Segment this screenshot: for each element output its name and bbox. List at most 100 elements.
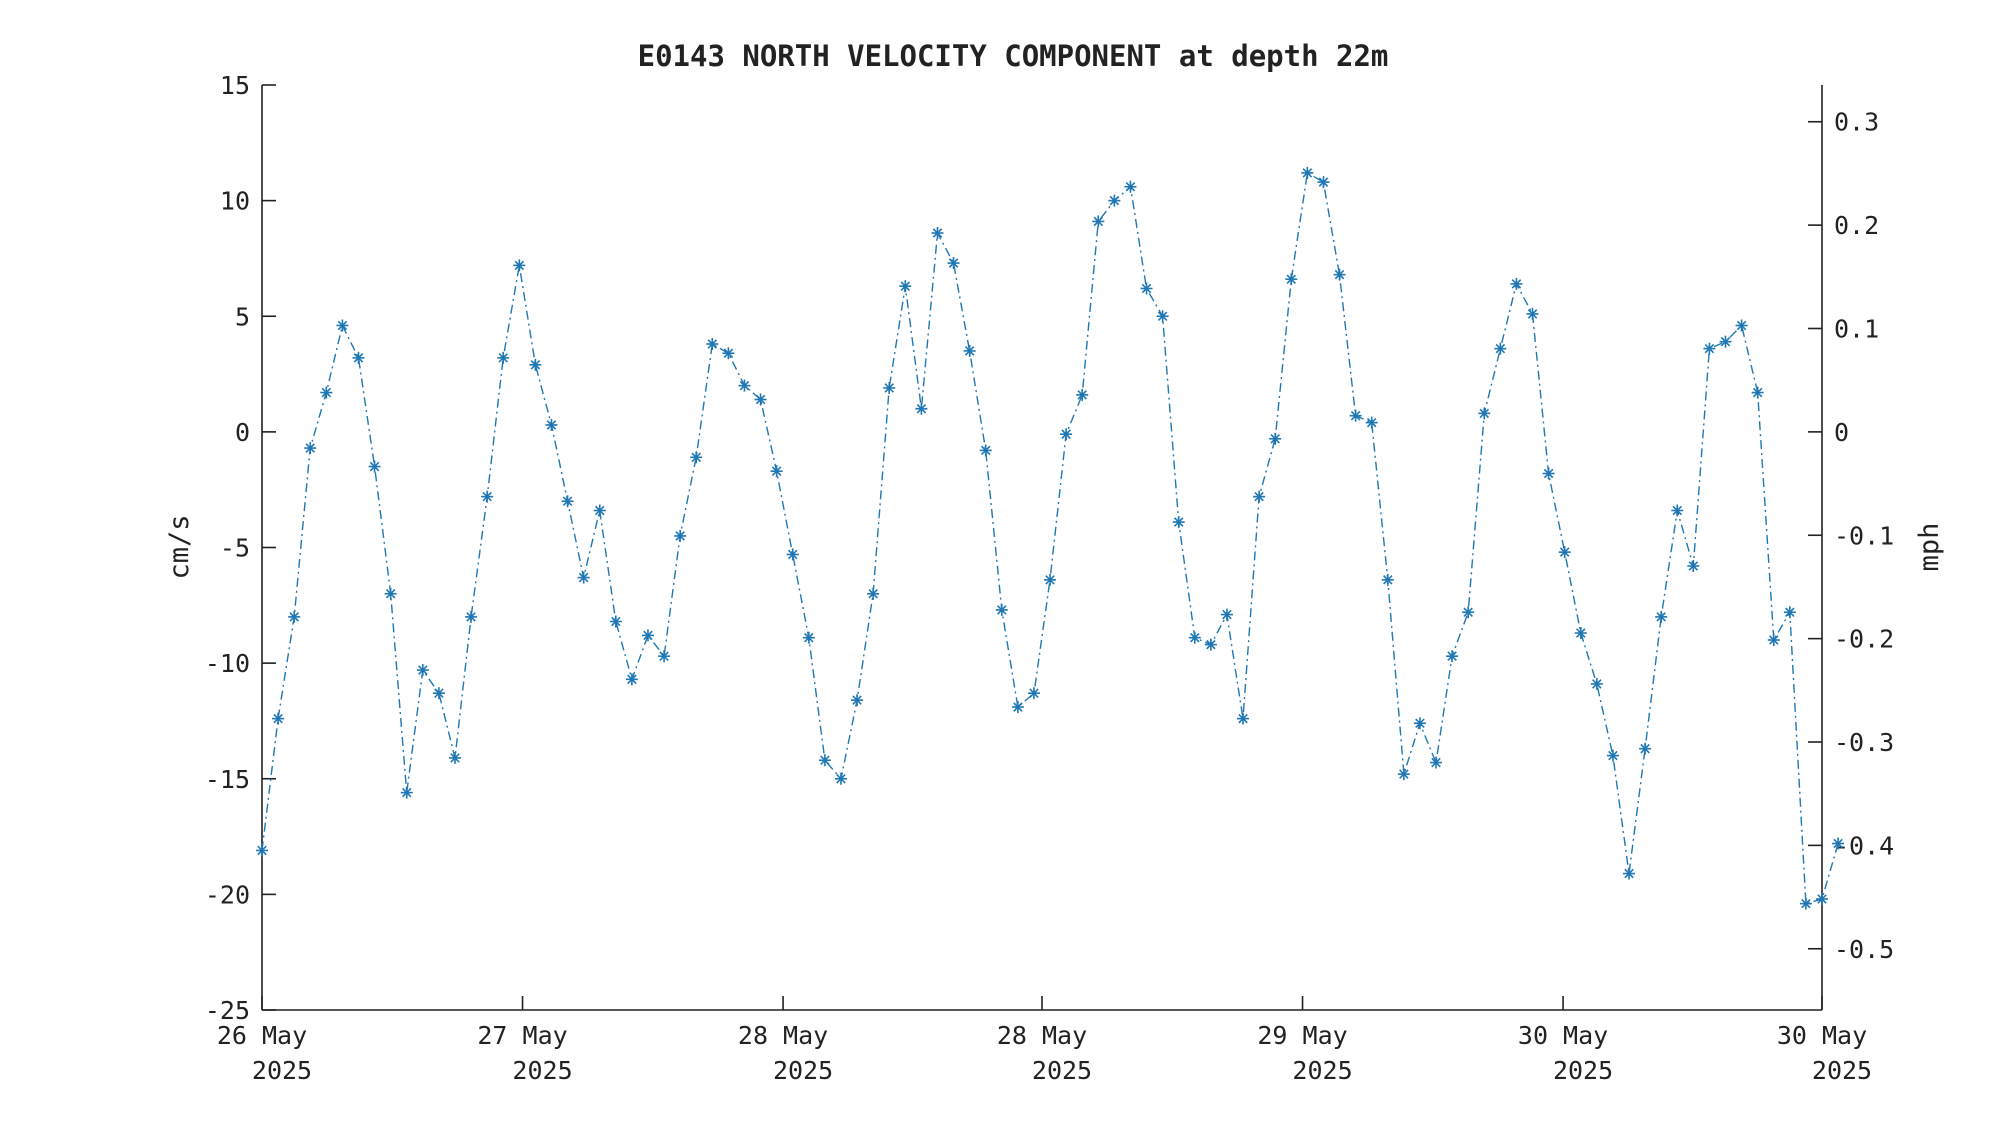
data-point-marker <box>1365 416 1378 429</box>
chart-title: E0143 NORTH VELOCITY COMPONENT at depth … <box>638 39 1389 73</box>
data-point-marker <box>513 259 526 272</box>
data-point-marker <box>1446 650 1459 663</box>
data-point-marker <box>1735 319 1748 332</box>
data-point-marker <box>995 603 1008 616</box>
data-point-marker <box>1558 546 1571 559</box>
x-tick-label-year: 2025 <box>252 1056 312 1085</box>
data-point-marker <box>1397 768 1410 781</box>
data-point-marker <box>1671 504 1684 517</box>
data-point-marker <box>336 319 349 332</box>
data-point-marker <box>867 587 880 600</box>
data-point-marker <box>786 548 799 561</box>
y-right-tick-label: -0.4 <box>1834 831 1894 860</box>
data-point-marker <box>834 772 847 785</box>
data-point-marker <box>545 418 558 431</box>
x-tick-label-year: 2025 <box>1032 1056 1092 1085</box>
data-point-marker <box>883 381 896 394</box>
x-tick-label-day: 29 May <box>1257 1021 1347 1050</box>
data-point-marker <box>1816 893 1828 905</box>
data-point-marker <box>609 615 622 628</box>
data-point-marker <box>754 393 767 406</box>
data-point-marker <box>1204 638 1217 651</box>
x-tick-label-day: 28 May <box>738 1021 828 1050</box>
data-point-marker <box>1751 386 1764 399</box>
y-axis-right-ticks: 0.3 0.2 0.1 0 -0.1 -0.2 -0.3 -0.4 -0.5 <box>1808 108 1894 964</box>
data-point-marker <box>1060 428 1073 441</box>
x-tick-label-day: 30 May <box>1777 1021 1867 1050</box>
data-point-marker <box>1639 742 1652 755</box>
data-point-marker <box>320 386 333 399</box>
data-point-marker <box>1349 409 1362 422</box>
data-point-marker <box>448 751 461 764</box>
data-point-marker <box>722 347 735 360</box>
data-point-marker <box>1478 407 1491 420</box>
y-right-tick-label: -0.5 <box>1834 935 1894 964</box>
data-point-marker <box>1687 560 1700 572</box>
data-point-marker <box>1027 687 1040 700</box>
y-right-tick-label: 0 <box>1834 418 1849 447</box>
y-right-tick-label: -0.3 <box>1834 728 1894 757</box>
data-point-marker <box>1430 756 1443 769</box>
data-point-marker <box>384 587 397 600</box>
y-right-tick-label: -0.2 <box>1834 625 1894 654</box>
x-tick-label-year: 2025 <box>1292 1056 1352 1085</box>
data-point-marker <box>706 338 719 350</box>
data-point-marker <box>915 402 928 415</box>
data-point-marker <box>1220 608 1233 621</box>
data-point-marker <box>1172 516 1185 529</box>
x-axis-ticks: 26 May 2025 27 May 2025 28 May 2025 28 May 2025… <box>217 996 1872 1085</box>
data-point-marker <box>481 490 494 503</box>
series-line <box>261 171 1839 905</box>
data-point-marker <box>947 257 960 270</box>
data-point-marker <box>1413 717 1426 730</box>
y-tick-label: -10 <box>205 649 250 678</box>
y-tick-label: -15 <box>205 765 250 794</box>
x-tick-label-day: 28 May <box>997 1021 1087 1050</box>
y-tick-label: 5 <box>235 302 250 331</box>
y-tick-label: -20 <box>205 880 250 909</box>
data-point-marker <box>272 712 285 725</box>
data-point-marker <box>899 280 912 293</box>
data-point-marker <box>658 650 671 663</box>
data-point-marker <box>738 379 751 392</box>
data-point-marker <box>1783 606 1796 619</box>
data-point-marker <box>1574 627 1587 640</box>
data-point-marker <box>1590 677 1603 690</box>
data-point-marker <box>1253 490 1266 503</box>
y-tick-label: -25 <box>205 996 250 1025</box>
data-point-marker <box>304 442 317 455</box>
data-point-marker <box>529 358 542 371</box>
data-point-marker <box>1156 310 1169 323</box>
data-point-marker <box>1542 467 1555 480</box>
data-point-marker <box>577 571 590 584</box>
data-point-marker <box>400 786 413 799</box>
y-tick-label: -5 <box>220 534 250 563</box>
x-tick-label-day: 26 May <box>217 1021 307 1050</box>
data-point-marker <box>1237 712 1250 725</box>
data-point-marker <box>1108 194 1121 207</box>
y-right-tick-label: 0.3 <box>1834 108 1879 137</box>
data-point-marker <box>963 344 976 357</box>
y-right-tick-label: 0.2 <box>1834 211 1879 240</box>
data-point-marker <box>416 664 429 677</box>
data-point-marker <box>1011 701 1024 714</box>
data-point-marker <box>979 444 992 457</box>
data-point-marker <box>1655 610 1668 623</box>
plot-area <box>261 85 1823 1011</box>
y-tick-label: 0 <box>235 418 250 447</box>
data-point-marker <box>641 629 654 642</box>
data-point-marker <box>1606 749 1619 762</box>
data-point-marker <box>593 504 606 517</box>
data-point-marker <box>1076 388 1089 401</box>
data-point-marker <box>288 610 301 623</box>
data-point-marker <box>1269 432 1282 445</box>
data-point-marker <box>352 351 365 364</box>
data-point-marker <box>851 694 864 707</box>
x-tick-label-day: 27 May <box>477 1021 567 1050</box>
data-point-marker <box>1124 180 1137 193</box>
data-point-marker <box>1832 837 1845 850</box>
data-point-marker <box>1140 282 1153 295</box>
x-tick-label-day: 30 May <box>1518 1021 1608 1050</box>
x-tick-label-year: 2025 <box>1812 1056 1872 1085</box>
